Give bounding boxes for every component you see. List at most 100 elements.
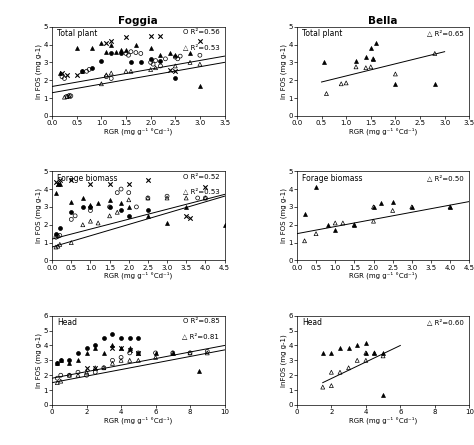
Point xyxy=(126,345,134,352)
Point xyxy=(122,46,130,53)
Point xyxy=(83,349,91,356)
Point xyxy=(147,55,155,62)
Point xyxy=(83,372,91,379)
Point xyxy=(379,391,387,398)
Point xyxy=(186,349,194,356)
Point xyxy=(362,64,370,71)
X-axis label: RGR (mg g⁻¹ °Cd⁻¹): RGR (mg g⁻¹ °Cd⁻¹) xyxy=(349,272,417,279)
Point xyxy=(172,68,179,75)
Point xyxy=(57,378,64,385)
Point xyxy=(135,349,142,356)
Point xyxy=(172,75,179,82)
Point xyxy=(331,219,339,227)
X-axis label: RGR (mg g⁻¹ °Cd⁻¹): RGR (mg g⁻¹ °Cd⁻¹) xyxy=(104,272,173,279)
Point xyxy=(108,69,115,77)
Point xyxy=(91,342,99,349)
Point xyxy=(67,216,75,223)
Point xyxy=(106,180,113,187)
Point xyxy=(78,68,85,75)
Point xyxy=(74,368,82,376)
Point xyxy=(57,357,64,364)
Point xyxy=(122,50,130,57)
Point xyxy=(109,357,116,364)
Point xyxy=(57,357,64,364)
Point xyxy=(371,349,378,356)
Point xyxy=(52,243,60,251)
Point xyxy=(319,349,327,356)
Point xyxy=(108,50,115,57)
Point xyxy=(73,71,81,78)
Text: Head: Head xyxy=(302,319,322,328)
Point xyxy=(369,55,377,62)
Point xyxy=(186,349,194,356)
Point xyxy=(149,61,157,68)
Point xyxy=(127,48,135,55)
Point xyxy=(125,203,133,210)
Point xyxy=(100,349,108,356)
Point xyxy=(106,203,113,210)
Point xyxy=(106,203,113,210)
Point xyxy=(182,212,190,219)
Point xyxy=(67,209,75,216)
Point xyxy=(431,50,438,57)
Point xyxy=(163,193,171,200)
Point xyxy=(336,368,344,376)
Point xyxy=(370,203,377,210)
Point xyxy=(117,50,125,57)
X-axis label: RGR (mg g⁻¹ °Cd⁻¹): RGR (mg g⁻¹ °Cd⁻¹) xyxy=(349,417,417,424)
Point xyxy=(182,203,190,210)
Point xyxy=(100,364,108,371)
Point xyxy=(362,357,370,364)
Point xyxy=(56,69,64,77)
Point xyxy=(147,59,155,66)
Point xyxy=(125,180,133,187)
Point xyxy=(125,212,133,219)
Point xyxy=(63,93,71,100)
Point xyxy=(56,241,64,248)
Point xyxy=(152,354,159,361)
Point xyxy=(408,203,416,210)
Point xyxy=(63,93,71,100)
Point xyxy=(74,372,82,379)
Point xyxy=(74,357,82,364)
Point xyxy=(196,82,204,89)
Point xyxy=(67,93,74,100)
Point xyxy=(67,198,75,205)
Point xyxy=(79,203,87,210)
Point xyxy=(65,360,73,367)
Point xyxy=(328,349,335,356)
Point xyxy=(172,62,179,69)
Point xyxy=(379,352,387,360)
Point xyxy=(109,360,116,367)
Point xyxy=(162,55,169,62)
Point xyxy=(157,57,164,64)
Y-axis label: ln FOS (mg g-1): ln FOS (mg g-1) xyxy=(280,44,287,99)
Point xyxy=(328,368,335,376)
Point xyxy=(196,52,204,59)
Point xyxy=(79,221,87,228)
Point xyxy=(157,62,164,69)
Text: Forage biomass: Forage biomass xyxy=(302,174,363,183)
Point xyxy=(186,214,194,221)
Point xyxy=(337,80,345,87)
Point xyxy=(54,360,61,367)
Text: △ R²=0.53: △ R²=0.53 xyxy=(182,43,219,50)
Point xyxy=(65,357,73,364)
Point xyxy=(169,349,177,356)
Point xyxy=(389,207,396,214)
Y-axis label: ln FOS (mg g-1): ln FOS (mg g-1) xyxy=(36,44,42,99)
Point xyxy=(133,203,140,210)
Point xyxy=(87,207,94,214)
Text: Total plant: Total plant xyxy=(57,29,98,38)
Y-axis label: lnFOS (mg g-1): lnFOS (mg g-1) xyxy=(280,334,287,387)
Point xyxy=(57,372,64,379)
Point xyxy=(54,180,62,187)
Point xyxy=(100,364,108,371)
Point xyxy=(351,221,358,228)
Point xyxy=(54,243,62,250)
Point xyxy=(117,207,125,214)
Point xyxy=(195,367,202,374)
Point xyxy=(132,41,140,48)
Point xyxy=(135,357,142,364)
Point xyxy=(389,198,396,205)
